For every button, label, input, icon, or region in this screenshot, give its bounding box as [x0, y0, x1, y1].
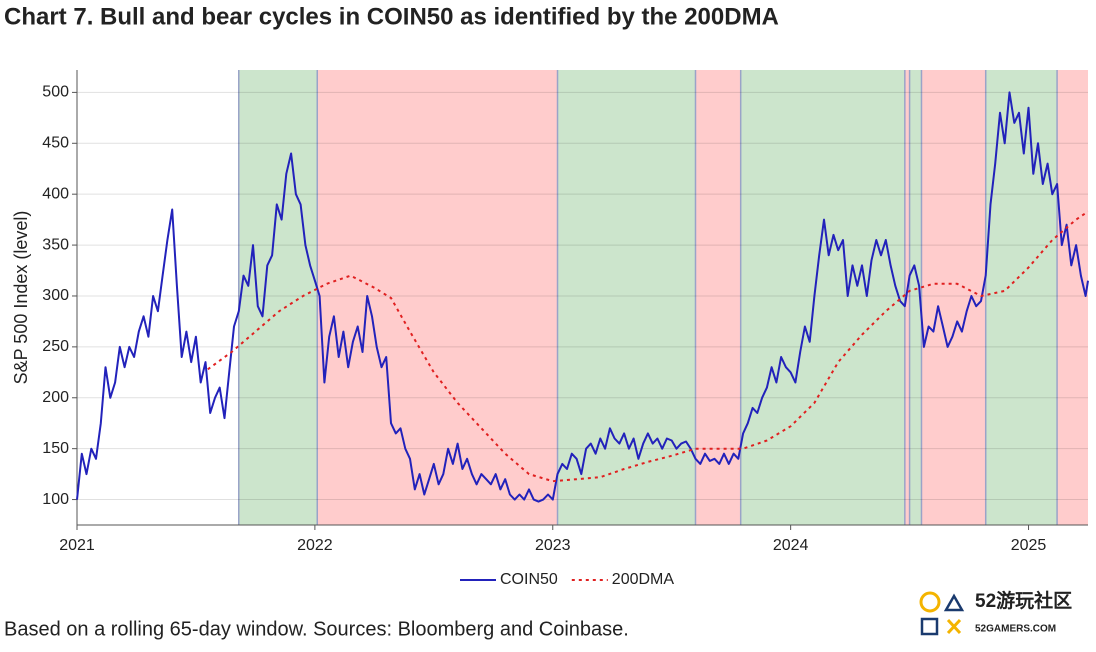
cycle-region	[909, 70, 922, 525]
cycle-region	[238, 70, 318, 525]
watermark: 52游玩社区 52GAMERS.COM	[919, 589, 1072, 636]
y-tick-label: 450	[42, 135, 69, 152]
legend: COIN50 200DMA	[460, 571, 674, 588]
footnote: Based on a rolling 65-day window. Source…	[4, 618, 629, 640]
legend-label: 200DMA	[612, 571, 675, 588]
cycle-region	[1057, 70, 1088, 525]
y-tick-label: 400	[42, 185, 69, 202]
y-tick-label: 200	[42, 389, 69, 406]
plot: 100 150 200 250 300 350 400 450 500 2021 2022 2023 2…	[11, 70, 1089, 554]
watermark-icon	[920, 617, 939, 636]
y-tick-label: 500	[42, 84, 69, 101]
y-tick-label: 250	[42, 338, 69, 355]
x-tick-label: 2024	[773, 537, 809, 554]
y-tick-label: 350	[42, 236, 69, 253]
cycle-region	[904, 70, 910, 525]
y-tick-label: 100	[42, 491, 69, 508]
watermark-text: 52GAMERS.COM	[975, 624, 1056, 635]
y-tick-label: 300	[42, 287, 69, 304]
cycle-region	[317, 70, 558, 525]
series-line	[76, 91, 1089, 503]
x-tick-label: 2021	[59, 537, 95, 554]
watermark-text: 52游玩社区	[975, 589, 1072, 612]
cycle-region	[921, 70, 986, 525]
y-tick-label: 150	[42, 440, 69, 457]
series-line	[207, 210, 1089, 483]
x-tick-label: 2022	[297, 537, 333, 554]
cycle-region	[557, 70, 696, 525]
cycle-region	[695, 70, 741, 525]
watermark-icon	[946, 618, 962, 635]
y-axis-label: S&P 500 Index (level)	[11, 211, 31, 385]
cycle-region	[740, 70, 905, 525]
chart-title: Chart 7. Bull and bear cycles in COIN50 …	[4, 3, 779, 30]
watermark-icon	[919, 591, 941, 613]
x-tick-label: 2025	[1011, 537, 1047, 554]
legend-label: COIN50	[500, 571, 558, 588]
watermark-icon	[943, 593, 965, 612]
x-tick-label: 2023	[535, 537, 571, 554]
